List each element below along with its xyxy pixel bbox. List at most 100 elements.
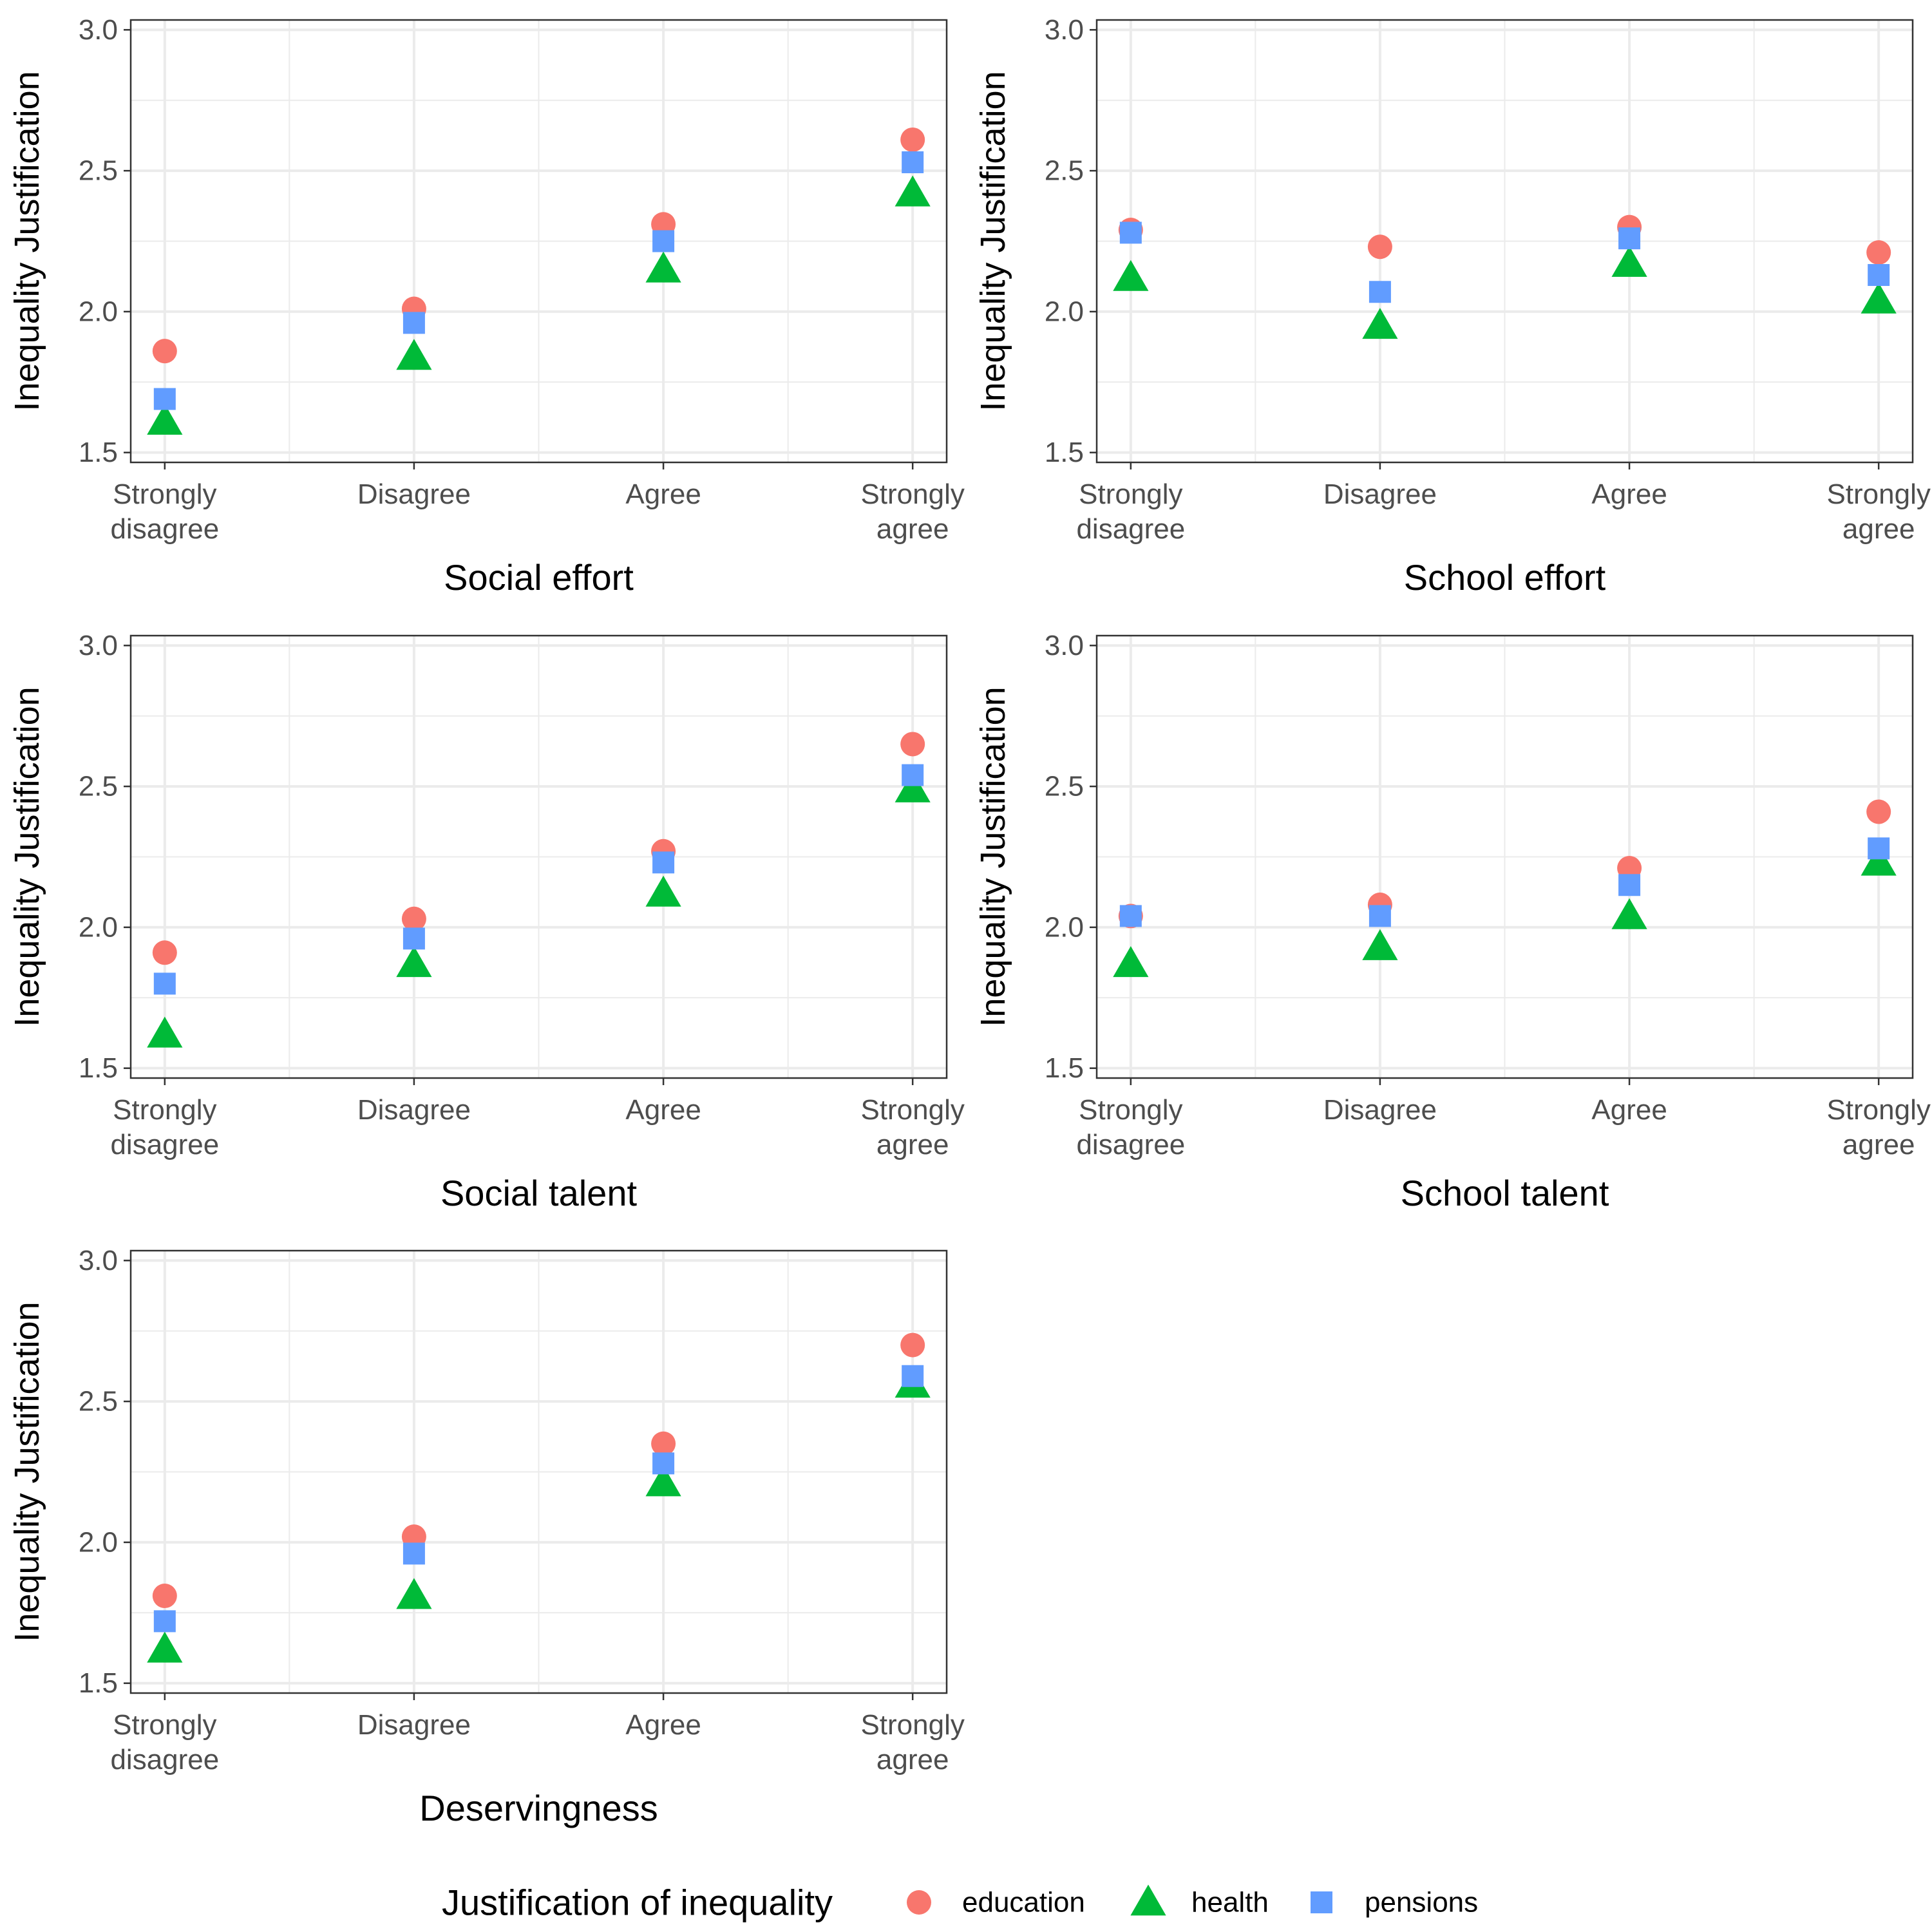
point-pensions-2 [402,927,425,950]
point-pensions-3 [1618,227,1641,250]
point-education-1 [152,339,177,364]
point-pensions-1 [1119,905,1142,927]
x-tick-label: Strongly disagree [1076,478,1185,545]
point-health-3 [645,1465,681,1497]
point-health-2 [396,1578,432,1609]
y-tick-label: 2.0 [79,911,118,943]
legend-key-square-icon [1311,1891,1332,1913]
x-tick-label: Disagree [357,1709,471,1741]
point-education-2 [1367,234,1392,260]
point-pensions-2 [402,1542,425,1565]
point-education-4 [1866,799,1891,824]
x-tick-label-line: disagree [1076,513,1185,545]
y-tick-label: 3.0 [1045,630,1084,661]
x-tick-label-line: Strongly [1079,1094,1182,1126]
x-tick-label-line: Strongly [113,1094,216,1126]
point-health-4 [1861,282,1897,314]
x-tick-label-line: Strongly [860,1094,964,1126]
point-health-3 [1611,898,1647,929]
x-tick-label-line: Strongly [1826,1094,1930,1126]
point-pensions-3 [1618,874,1641,896]
point-pensions-2 [1368,281,1391,303]
x-tick-label: Agree [625,478,701,510]
point-education-2 [401,906,426,931]
point-pensions-4 [902,764,924,786]
point-health-2 [1362,929,1398,960]
x-tick-label-line: Agree [625,478,701,510]
point-pensions-3 [652,230,675,252]
point-health-3 [1611,245,1647,277]
panel-border [1095,19,1914,464]
x-tick-label-line: Strongly [860,1709,964,1741]
x-tick-label: Agree [625,1709,701,1741]
x-tick-label: Strongly agree [860,1094,964,1160]
y-tick-label: 3.0 [1045,14,1084,46]
x-tick-label: Disagree [1323,1094,1437,1126]
x-tick-label-line: Strongly [113,1709,216,1741]
x-tick-label: Strongly disagree [110,1709,219,1776]
y-tick-label: 2.0 [79,1526,118,1558]
legend-item-pensions: pensions [1311,1887,1478,1918]
y-tick-label: 1.5 [79,1052,118,1084]
y-axis-title: Inequality Justification [974,687,1012,1027]
y-tick-label: 1.5 [79,1667,118,1699]
x-tick-label-line: agree [876,513,949,545]
panel-border [1095,634,1914,1079]
y-tick-label: 2.0 [1045,911,1084,943]
legend-key-triangle-icon [1130,1884,1166,1916]
y-tick-label: 3.0 [79,1245,118,1276]
x-tick-label: Disagree [357,1094,471,1126]
y-tick-label: 1.5 [1045,437,1084,468]
point-health-1 [147,1016,183,1048]
legend-label-pensions: pensions [1365,1887,1478,1918]
x-tick-label-line: agree [876,1129,949,1160]
x-tick-label-line: Strongly [860,478,964,510]
x-tick-label-line: Disagree [357,1094,471,1126]
point-pensions-4 [1868,264,1890,287]
y-axis-title: Inequality Justification [8,1302,46,1642]
legend: Justification of inequality education heal… [442,1882,1478,1923]
point-health-2 [396,339,432,370]
legend-item-education: education [907,1887,1085,1918]
y-tick-label: 2.5 [1045,771,1084,802]
point-pensions-3 [652,851,675,874]
point-pensions-2 [1368,905,1391,927]
x-tick-label: Strongly agree [860,1709,964,1776]
y-axis-title: Inequality Justification [8,687,46,1027]
y-axis-title: Inequality Justification [974,71,1012,411]
panel-border [129,634,948,1079]
x-tick-label-line: Disagree [357,1709,471,1741]
y-axis-title: Inequality Justification [8,71,46,411]
x-tick-label-line: Strongly [113,478,216,510]
y-tick-label: 2.5 [79,771,118,802]
legend-label-education: education [962,1887,1085,1918]
x-tick-label: Strongly agree [1826,478,1930,545]
y-tick-label: 3.0 [79,14,118,46]
legend-item-health: health [1130,1884,1269,1918]
point-health-1 [147,403,183,435]
point-education-3 [651,1431,676,1456]
y-tick-label: 2.0 [79,296,118,327]
x-tick-label-line: agree [1842,513,1915,545]
point-pensions-1 [1119,222,1142,244]
point-pensions-1 [153,388,176,410]
point-pensions-4 [902,151,924,173]
y-tick-label: 1.5 [1045,1052,1084,1084]
x-tick-label-line: disagree [110,1129,219,1160]
point-education-4 [900,1332,925,1358]
point-education-4 [1866,240,1891,265]
x-tick-label-line: Agree [625,1709,701,1741]
x-tick-label-line: Agree [625,1094,701,1126]
point-education-1 [152,940,177,965]
point-education-4 [900,732,925,757]
x-axis-title: School effort [1404,557,1606,598]
x-axis-title: Social talent [440,1173,638,1213]
point-health-3 [645,251,681,283]
x-axis-title: Deservingness [419,1788,658,1828]
y-tick-label: 1.5 [79,437,118,468]
x-tick-label-line: Agree [1591,1094,1667,1126]
x-tick-label-line: disagree [110,1744,219,1776]
